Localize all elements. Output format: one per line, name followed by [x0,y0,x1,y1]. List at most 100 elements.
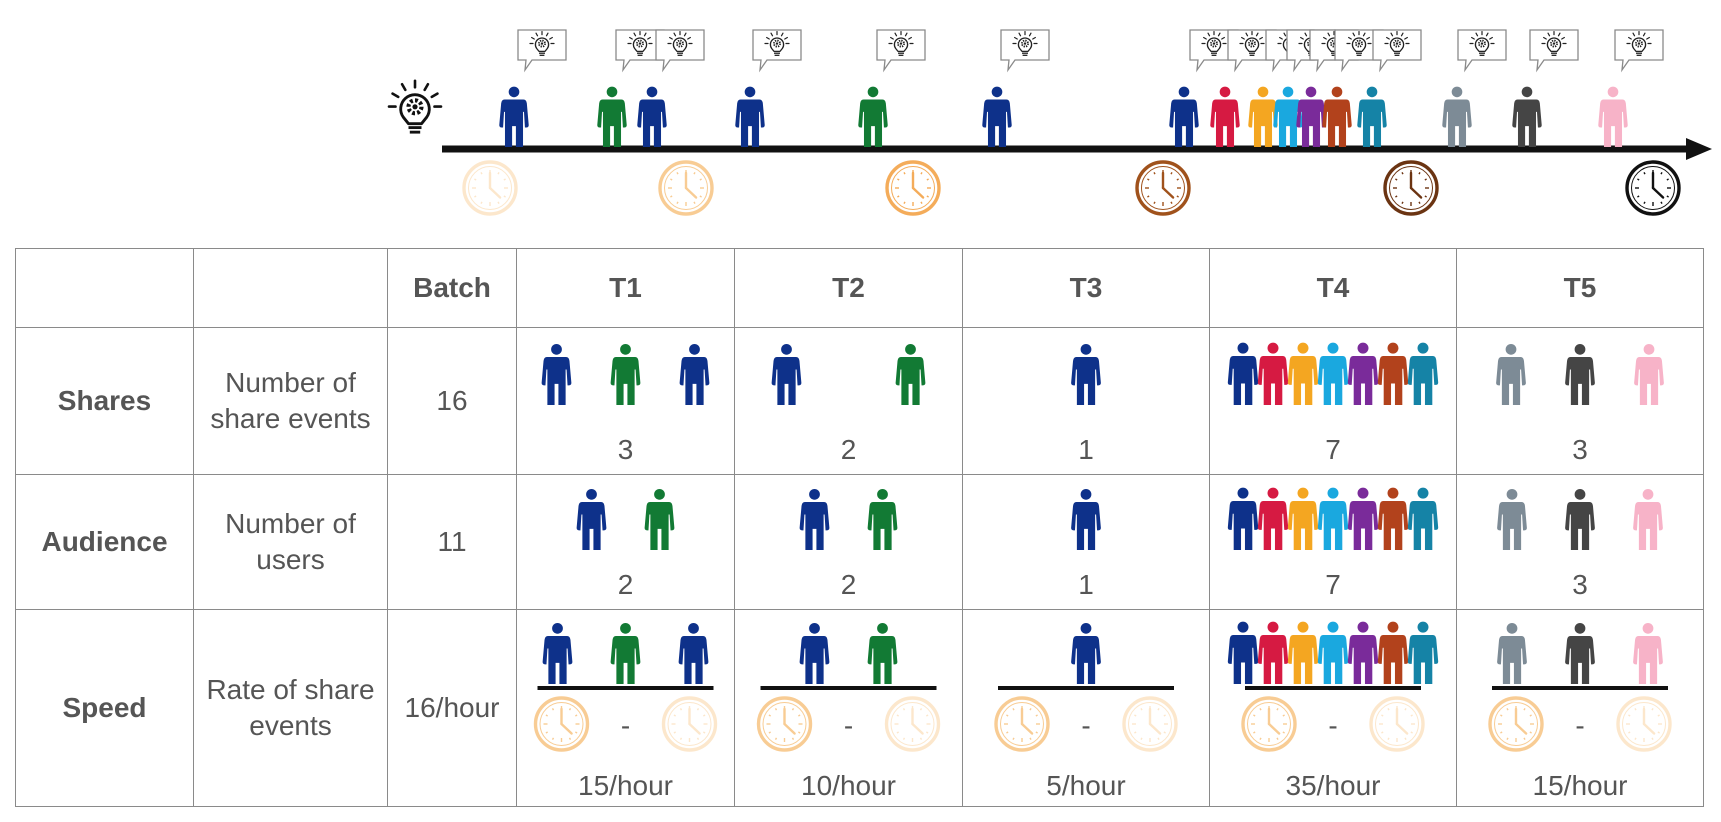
header-blank-2 [193,248,388,328]
cell-figure [1488,622,1672,752]
person-icon [644,488,675,550]
timeline-clock-icon [1625,160,1681,216]
cell-shares-t4: 7 [1209,327,1457,475]
cell-audience-t1: 2 [516,474,735,610]
cell-shares-t2: 2 [734,327,963,475]
row-desc-audience: Number of users [193,474,388,610]
cell-figure [1071,488,1101,550]
cell-value: 5/hour [1046,770,1126,801]
person-icon [867,488,898,550]
person-icon [576,488,607,550]
end-clock-icon [884,696,941,752]
cell-speed-t1: - 15/hour [516,609,735,807]
share-event-person-icon [1296,86,1326,147]
header-t2: T2 [734,248,963,328]
person-icon [1496,343,1526,405]
row-batch-audience: 11 [387,474,517,610]
share-event-person-icon [637,86,667,147]
person-icon [1227,487,1259,550]
person-icon [1497,488,1527,550]
header-t3: T3 [962,248,1210,328]
share-event-person-icon [1598,86,1628,147]
cell-value: 15/hour [1532,770,1628,801]
person-icon [1565,488,1595,550]
cell-audience-t4: 7 [1209,474,1457,610]
metrics-table: Batch T1 T2 T3 T4 T5 Shares Number of sh… [15,248,1704,807]
cell-figure [994,622,1178,752]
cell-value: 3 [1572,434,1588,465]
share-event-person-icon [1210,86,1240,147]
row-desc-speed: Rate of share events [193,609,388,807]
cell-figure [1227,342,1439,405]
timeline-clocks [462,160,1681,216]
cell-value: 1 [1078,434,1094,465]
end-clock-icon [1369,696,1425,752]
person-icon [1317,487,1349,550]
person-icon [1565,343,1595,405]
end-clock-icon [1616,696,1672,752]
person-icon [610,622,641,684]
speech-bubble-lightbulb-icon [615,29,665,73]
person-icon [1071,488,1101,550]
person-icon [1565,622,1595,684]
cell-value: 35/hour [1285,770,1381,801]
start-clock-icon [1241,696,1297,752]
person-icon [1634,343,1664,405]
share-events [499,86,1628,147]
row-name-shares: Shares [15,327,194,475]
cell-audience-t2: 2 [734,474,963,610]
person-icon [1377,342,1409,405]
cell-figure [533,622,718,752]
time-range-separator: - [1081,710,1091,741]
row-audience: Audience Number of users 11 2 2 1 7 3 [15,474,1704,610]
start-clock-icon [994,696,1050,752]
person-icon [1317,621,1349,684]
cell-figure [756,622,941,752]
timeline [387,29,1712,216]
speech-bubble-lightbulb-icon [655,29,705,73]
speech-bubble-lightbulb-icon [1189,29,1239,73]
person-icon [1377,487,1409,550]
row-name-audience: Audience [15,474,194,610]
person-icon [1071,343,1101,405]
share-event-person-icon [1169,86,1199,147]
cell-shares-t3: 1 [962,327,1210,475]
person-icon [542,622,573,684]
cell-value: 2 [840,434,857,465]
header-t5: T5 [1456,248,1704,328]
time-range-separator: - [620,710,631,741]
person-icon [1407,621,1439,684]
header-batch: Batch [387,248,517,328]
person-icon [1257,487,1289,550]
person-icon [1287,342,1319,405]
cell-value: 2 [840,569,857,600]
person-icon [610,343,641,405]
speech-bubble-lightbulb-icon [1000,29,1050,73]
cell-value: 7 [1325,434,1341,465]
cell-speed-t2: - 10/hour [734,609,963,807]
cell-figure [799,488,898,550]
cell-value: 2 [617,569,634,600]
person-icon [1257,342,1289,405]
person-icon [1407,487,1439,550]
end-clock-icon [661,696,718,752]
speech-bubble-lightbulb-icon [517,29,567,73]
cell-speed-t3: - 5/hour [962,609,1210,807]
person-icon [1633,622,1663,684]
timeline-clock-icon [885,160,941,216]
cell-figure [1227,487,1439,550]
person-icon [541,343,572,405]
timeline-axis [442,138,1712,160]
person-icon [1347,487,1379,550]
person-icon [1347,342,1379,405]
time-range-separator: - [1328,710,1338,741]
person-icon [1227,621,1259,684]
cell-value: 3 [1572,569,1588,600]
cell-speed-t5: - 15/hour [1456,609,1704,807]
timeline-clock-icon [462,160,518,216]
share-event-person-icon [1273,86,1303,147]
person-icon [867,622,898,684]
row-speed: Speed Rate of share events 16/hour - 15/h… [15,609,1704,807]
share-event-person-icon [1357,86,1387,147]
cell-figure [1496,343,1664,405]
